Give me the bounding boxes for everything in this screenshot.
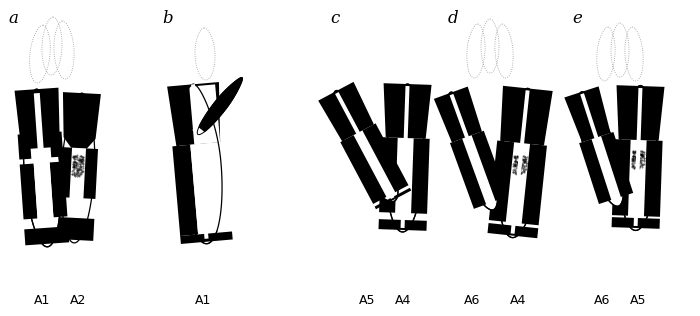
Polygon shape — [449, 94, 492, 202]
Text: A5: A5 — [358, 294, 375, 307]
Text: A4: A4 — [510, 294, 526, 307]
Polygon shape — [500, 86, 553, 145]
Polygon shape — [617, 85, 664, 141]
Polygon shape — [448, 92, 498, 210]
Polygon shape — [180, 231, 232, 244]
Polygon shape — [34, 162, 54, 223]
Polygon shape — [15, 88, 60, 149]
Polygon shape — [411, 138, 430, 214]
Text: A4: A4 — [395, 294, 411, 307]
Polygon shape — [379, 219, 427, 231]
Polygon shape — [20, 164, 38, 219]
Polygon shape — [578, 92, 624, 206]
Text: b: b — [162, 10, 173, 27]
Polygon shape — [489, 141, 514, 222]
Polygon shape — [335, 92, 395, 199]
Polygon shape — [619, 86, 657, 230]
Polygon shape — [384, 83, 432, 139]
Polygon shape — [190, 142, 232, 233]
Polygon shape — [191, 84, 209, 239]
Text: e: e — [572, 10, 582, 27]
Polygon shape — [34, 93, 48, 218]
Polygon shape — [580, 93, 617, 197]
Text: A6: A6 — [594, 294, 610, 307]
Text: d: d — [448, 10, 458, 27]
Polygon shape — [374, 188, 412, 209]
Polygon shape — [450, 139, 486, 209]
Polygon shape — [178, 84, 222, 244]
Polygon shape — [612, 139, 631, 216]
Polygon shape — [400, 86, 410, 228]
Polygon shape — [601, 132, 634, 197]
Text: c: c — [330, 10, 340, 27]
Polygon shape — [189, 84, 220, 144]
Polygon shape — [318, 82, 374, 141]
Polygon shape — [644, 140, 663, 217]
Polygon shape — [197, 77, 242, 135]
Polygon shape — [57, 147, 72, 198]
Polygon shape — [340, 135, 386, 204]
Polygon shape — [167, 82, 220, 146]
Polygon shape — [55, 217, 94, 241]
Polygon shape — [172, 145, 198, 236]
Polygon shape — [24, 89, 61, 247]
Polygon shape — [487, 223, 538, 238]
Polygon shape — [50, 131, 63, 157]
Polygon shape — [434, 87, 482, 143]
Text: A1: A1 — [34, 294, 50, 307]
Polygon shape — [61, 93, 94, 243]
Polygon shape — [472, 131, 507, 201]
Polygon shape — [25, 226, 69, 245]
Polygon shape — [564, 86, 610, 142]
Text: A5: A5 — [630, 294, 646, 307]
Polygon shape — [63, 92, 101, 149]
Polygon shape — [510, 90, 530, 234]
Polygon shape — [83, 149, 98, 199]
Polygon shape — [522, 144, 547, 225]
Polygon shape — [363, 123, 409, 192]
Polygon shape — [498, 88, 541, 238]
Polygon shape — [579, 139, 611, 204]
Polygon shape — [612, 217, 660, 229]
Text: A2: A2 — [70, 294, 86, 307]
Polygon shape — [50, 161, 67, 217]
Polygon shape — [333, 90, 398, 202]
Text: A6: A6 — [464, 294, 480, 307]
Polygon shape — [634, 88, 643, 226]
Polygon shape — [379, 137, 398, 213]
Text: a: a — [8, 10, 18, 27]
Polygon shape — [18, 134, 32, 160]
Polygon shape — [193, 125, 207, 139]
Polygon shape — [386, 84, 424, 232]
Text: A1: A1 — [195, 294, 211, 307]
